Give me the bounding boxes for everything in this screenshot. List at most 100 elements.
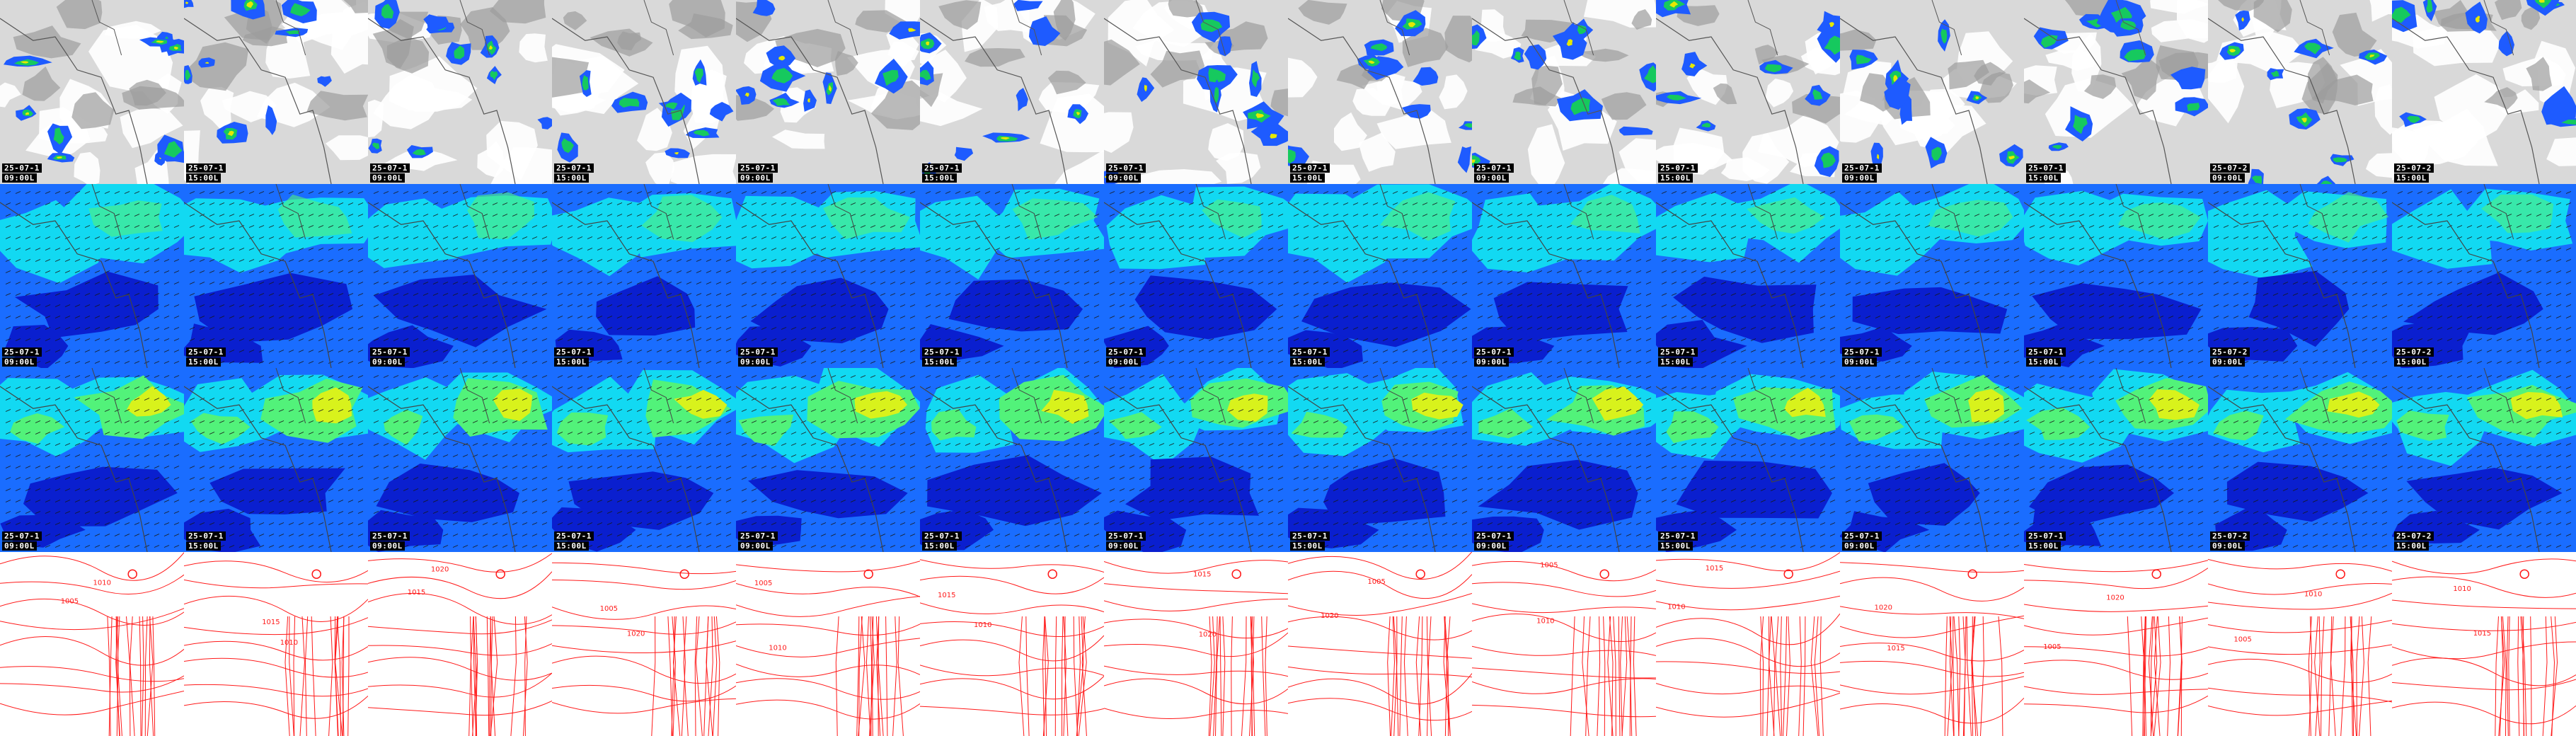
cloud-precip-row-frame-1[interactable]: 25-07-1 09:00L [0, 0, 184, 184]
cloud-precip-row-frame-7[interactable]: 25-07-1 09:00L [1104, 0, 1288, 184]
pressure-isobar-row-frame-13[interactable]: 1010 1005 [2208, 552, 2392, 736]
cloud-precip-row-frame-13[interactable]: 25-07-2 09:00L [2208, 0, 2392, 184]
pressure-isobar-row-map: 1015 1010 [184, 552, 368, 736]
frame-time-label: 15:00L [922, 173, 957, 183]
isobar-value-label: 1010 [769, 645, 786, 652]
isobar-value-label: 1015 [1887, 645, 1904, 652]
frame-time-label: 15:00L [1290, 173, 1325, 183]
wind-high-row-map [1104, 368, 1288, 552]
wind-high-row-frame-9[interactable]: 25-07-1 09:00L [1472, 368, 1656, 552]
wind-low-row-frame-4[interactable]: 25-07-1 15:00L [552, 184, 736, 368]
wind-low-row-frame-2[interactable]: 25-07-1 15:00L [184, 184, 368, 368]
wind-high-row-frame-14[interactable]: 25-07-2 15:00L [2392, 368, 2576, 552]
frame-date-label: 25-07-1 [922, 347, 962, 357]
cloud-precip-row-map [368, 0, 552, 184]
pressure-isobar-row-frame-8[interactable]: 1005 1020 [1288, 552, 1472, 736]
wind-low-row-frame-12[interactable]: 25-07-1 15:00L [2024, 184, 2208, 368]
isobar-value-label: 1010 [1536, 618, 1554, 626]
frame-time-label: 15:00L [554, 173, 589, 183]
wind-high-row-frame-1[interactable]: 25-07-1 09:00L [0, 368, 184, 552]
frame-date-label: 25-07-1 [1658, 347, 1698, 357]
cloud-precip-row-frame-14[interactable]: 25-07-2 15:00L [2392, 0, 2576, 184]
wind-high-row-frame-10[interactable]: 25-07-1 15:00L [1656, 368, 1840, 552]
cloud-precip-row-frame-2[interactable]: 25-07-1 15:00L [184, 0, 368, 184]
pressure-isobar-row-frame-3[interactable]: 1020 1015 [368, 552, 552, 736]
frame-date-label: 25-07-1 [1290, 163, 1330, 173]
frame-date-label: 25-07-2 [2394, 163, 2434, 173]
pressure-isobar-row-frame-11[interactable]: 1020 1015 [1840, 552, 2024, 736]
wind-high-row-frame-5[interactable]: 25-07-1 09:00L [736, 368, 920, 552]
cloud-precip-row-frame-5[interactable]: 25-07-1 09:00L [736, 0, 920, 184]
wind-low-row-frame-13[interactable]: 25-07-2 09:00L [2208, 184, 2392, 368]
frame-date-label: 25-07-1 [1658, 163, 1698, 173]
frame-time-label: 09:00L [1106, 173, 1141, 183]
wind-low-row-frame-1[interactable]: 25-07-1 09:00L [0, 184, 184, 368]
wind-high-row-frame-3[interactable]: 25-07-1 09:00L [368, 368, 552, 552]
cloud-precip-row-frame-10[interactable]: 25-07-1 15:00L [1656, 0, 1840, 184]
wind-high-row-frame-8[interactable]: 25-07-1 15:00L [1288, 368, 1472, 552]
frame-date-label: 25-07-1 [1106, 347, 1146, 357]
frame-time-label: 15:00L [1658, 541, 1693, 551]
cloud-precip-row-frame-3[interactable]: 25-07-1 09:00L [368, 0, 552, 184]
wind-low-row-frame-14[interactable]: 25-07-2 15:00L [2392, 184, 2576, 368]
cloud-precip-row-frame-4[interactable]: 25-07-1 15:00L [552, 0, 736, 184]
frame-date-label: 25-07-1 [922, 531, 962, 541]
cloud-precip-row-map [2392, 0, 2576, 184]
wind-low-row-frame-5[interactable]: 25-07-1 09:00L [736, 184, 920, 368]
frame-date-label: 25-07-1 [738, 531, 778, 541]
wind-low-row-frame-10[interactable]: 25-07-1 15:00L [1656, 184, 1840, 368]
wind-high-row-map [1288, 368, 1472, 552]
pressure-isobar-row-frame-5[interactable]: 1010 1005 [736, 552, 920, 736]
wind-high-row-frame-13[interactable]: 25-07-2 09:00L [2208, 368, 2392, 552]
wind-high-row-frame-11[interactable]: 25-07-1 09:00L [1840, 368, 2024, 552]
cloud-precip-row-frame-11[interactable]: 25-07-1 09:00L [1840, 0, 2024, 184]
frame-date-label: 25-07-1 [922, 163, 962, 173]
wind-low-row-frame-9[interactable]: 25-07-1 09:00L [1472, 184, 1656, 368]
cloud-precip-row-map [0, 0, 184, 184]
wind-high-row-frame-4[interactable]: 25-07-1 15:00L [552, 368, 736, 552]
frame-time-label: 15:00L [554, 357, 589, 367]
cloud-precip-row-map [1472, 0, 1656, 184]
frame-time-label: 15:00L [186, 541, 221, 551]
frame-time-label: 09:00L [1842, 357, 1877, 367]
frame-date-label: 25-07-1 [186, 531, 226, 541]
frame-date-label: 25-07-1 [1474, 531, 1514, 541]
cloud-precip-row-frame-8[interactable]: 25-07-1 15:00L [1288, 0, 1472, 184]
frame-date-label: 25-07-2 [2210, 163, 2250, 173]
pressure-isobar-row-frame-2[interactable]: 1015 1010 [184, 552, 368, 736]
wind-low-row-frame-3[interactable]: 25-07-1 09:00L [368, 184, 552, 368]
frame-date-label: 25-07-1 [370, 347, 410, 357]
pressure-isobar-row-frame-9[interactable]: 1010 1005 [1472, 552, 1656, 736]
pressure-isobar-row-frame-14[interactable]: 1015 1010 [2392, 552, 2576, 736]
cloud-precip-row-frame-6[interactable]: 25-07-1 15:00L [920, 0, 1104, 184]
frame-time-label: 09:00L [2210, 541, 2245, 551]
frame-time-label: 09:00L [738, 541, 773, 551]
wind-high-row-frame-7[interactable]: 25-07-1 09:00L [1104, 368, 1288, 552]
pressure-isobar-row-frame-10[interactable]: 1015 1010 [1656, 552, 1840, 736]
pressure-isobar-row-frame-12[interactable]: 1005 1020 [2024, 552, 2208, 736]
wind-high-row-frame-2[interactable]: 25-07-1 15:00L [184, 368, 368, 552]
wind-high-row-frame-12[interactable]: 25-07-1 15:00L [2024, 368, 2208, 552]
wind-low-row-frame-11[interactable]: 25-07-1 09:00L [1840, 184, 2024, 368]
frame-time-label: 09:00L [370, 541, 405, 551]
frame-time-label: 15:00L [2394, 173, 2429, 183]
pressure-isobar-row-frame-4[interactable]: 1005 1020 [552, 552, 736, 736]
wind-high-row-frame-6[interactable]: 25-07-1 15:00L [920, 368, 1104, 552]
wind-low-row-map [2024, 184, 2208, 368]
cloud-precip-row-frame-12[interactable]: 25-07-1 15:00L [2024, 0, 2208, 184]
pressure-isobar-row-frame-7[interactable]: 1020 1015 [1104, 552, 1288, 736]
wind-low-row-frame-6[interactable]: 25-07-1 15:00L [920, 184, 1104, 368]
frame-time-label: 15:00L [186, 357, 221, 367]
wind-low-row-frame-7[interactable]: 25-07-1 09:00L [1104, 184, 1288, 368]
isobar-value-label: 1010 [974, 621, 991, 629]
pressure-isobar-row-frame-6[interactable]: 1015 1010 [920, 552, 1104, 736]
cloud-precip-row-frame-9[interactable]: 25-07-1 09:00L [1472, 0, 1656, 184]
pressure-isobar-row-frame-1[interactable]: 1010 1005 [0, 552, 184, 736]
cloud-precip-row-map [2208, 0, 2392, 184]
wind-low-row-frame-8[interactable]: 25-07-1 15:00L [1288, 184, 1472, 368]
frame-date-label: 25-07-1 [554, 163, 594, 173]
frame-time-label: 15:00L [1658, 173, 1693, 183]
frame-date-label: 25-07-2 [2394, 347, 2434, 357]
frame-date-label: 25-07-1 [370, 163, 410, 173]
